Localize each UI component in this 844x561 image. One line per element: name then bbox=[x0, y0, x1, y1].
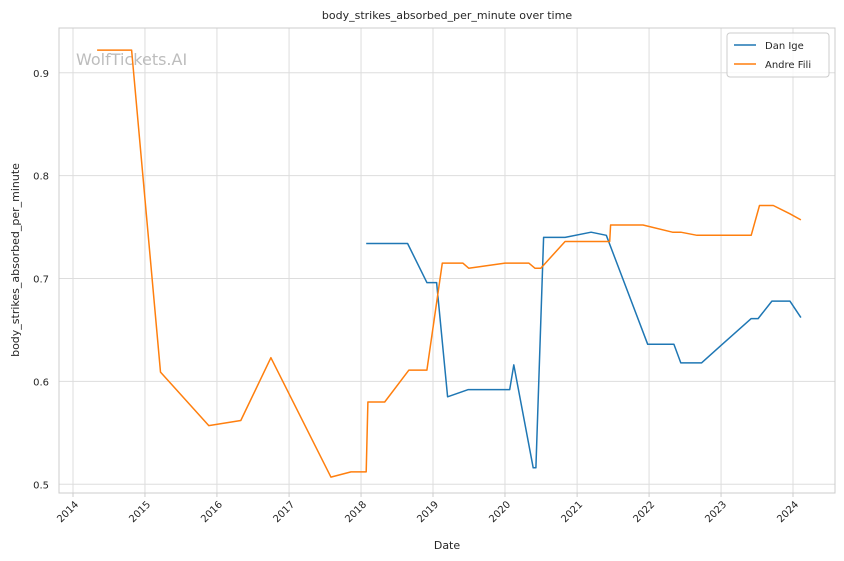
x-tick-label: 2014 bbox=[55, 499, 81, 525]
x-tick-label: 2023 bbox=[703, 499, 729, 525]
x-tick-label: 2021 bbox=[559, 499, 585, 525]
plot-area bbox=[59, 28, 835, 493]
y-tick-label: 0.7 bbox=[33, 275, 49, 286]
y-tick-label: 0.6 bbox=[33, 377, 49, 388]
legend-box bbox=[726, 32, 830, 78]
x-tick-label: 2022 bbox=[631, 499, 657, 525]
y-axis-label: body_strikes_absorbed_per_minute bbox=[9, 163, 22, 357]
x-tick-label: 2024 bbox=[775, 499, 801, 525]
legend: Dan Ige Andre Fili bbox=[726, 32, 830, 78]
x-tick-label: 2015 bbox=[127, 499, 153, 525]
legend-label-andre-fili: Andre Fili bbox=[765, 60, 811, 71]
x-tick-label: 2020 bbox=[487, 499, 513, 525]
legend-label-dan-ige: Dan Ige bbox=[765, 41, 804, 52]
y-axis-ticks: 0.5 0.6 0.7 0.8 0.9 bbox=[33, 69, 49, 492]
chart-title: body_strikes_absorbed_per_minute over ti… bbox=[322, 9, 572, 22]
series-line-dan-ige bbox=[366, 231, 802, 469]
plot-frame bbox=[58, 27, 836, 494]
x-axis-label: Date bbox=[434, 539, 461, 552]
x-tick-label: 2019 bbox=[415, 499, 441, 525]
series-line-andre-fili bbox=[97, 49, 802, 478]
x-tick-label: 2017 bbox=[271, 499, 297, 525]
y-tick-label: 0.8 bbox=[33, 172, 49, 183]
watermark: WolfTickets.AI bbox=[76, 50, 187, 69]
series-layer bbox=[97, 49, 802, 478]
x-tick-label: 2018 bbox=[343, 499, 369, 525]
x-tick-label: 2016 bbox=[199, 499, 225, 525]
x-axis-ticks: 2014 2015 2016 2017 2018 2019 2020 2021 2022 2023… bbox=[55, 493, 801, 525]
gridlines bbox=[59, 28, 835, 493]
y-tick-label: 0.5 bbox=[33, 480, 49, 491]
y-tick-label: 0.9 bbox=[33, 69, 49, 80]
